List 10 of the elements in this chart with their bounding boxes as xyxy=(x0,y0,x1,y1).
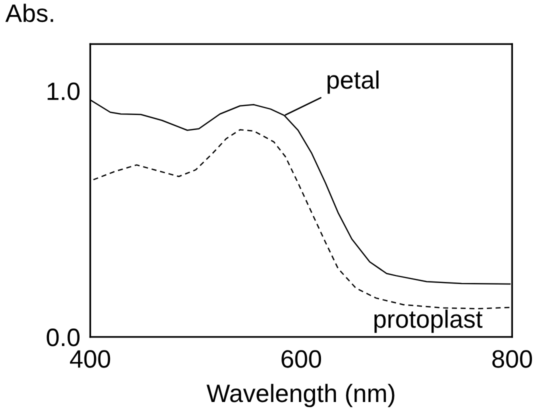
line-series xyxy=(92,129,511,310)
y-tick-label: 0.0 xyxy=(46,328,80,346)
x-tick-label: 600 xyxy=(282,350,322,368)
x-axis-title: Wavelength (nm) xyxy=(206,384,394,408)
x-tick-label: 400 xyxy=(70,350,110,368)
series-label: petal xyxy=(328,70,379,94)
series-label: protoplast xyxy=(374,310,482,333)
x-tick-label: 800 xyxy=(492,350,532,368)
y-tick-label: 1.0 xyxy=(48,82,80,100)
y-axis-title: Abs. xyxy=(5,4,54,22)
